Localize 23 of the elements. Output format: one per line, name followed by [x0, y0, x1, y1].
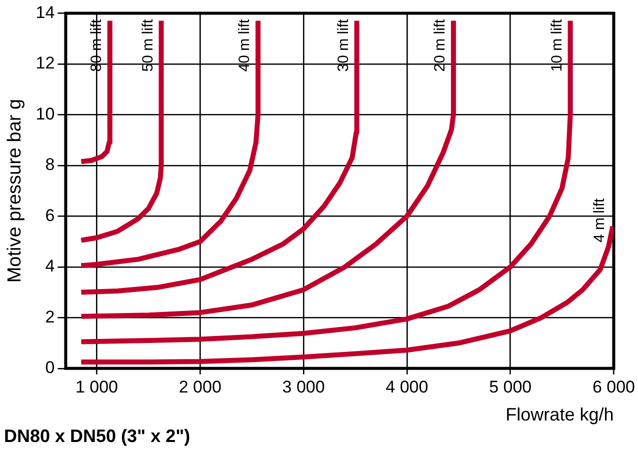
y-tick-label: 2 [45, 307, 55, 326]
y-tick-label: 6 [45, 206, 55, 225]
x-tick-label: 2 000 [178, 377, 222, 396]
x-tick-label: 4 000 [386, 377, 428, 396]
text: DN80 x DN50 (3" x 2") [4, 426, 190, 446]
text: 40 m lift [236, 18, 254, 72]
y-tick-label: 12 [36, 54, 55, 73]
y-tick-label: 8 [45, 155, 55, 174]
y-tick-label: 4 [45, 256, 55, 276]
x-tick-label: 5 000 [489, 377, 532, 396]
y-tick-label: 10 [36, 104, 55, 124]
text: 10 m lift [548, 18, 566, 72]
x-tick-label: 3 000 [282, 377, 325, 396]
x-tick-label: 6 000 [592, 377, 636, 396]
x-axis-title: Flowrate kg/h [506, 404, 614, 425]
x-tick-label: 1 000 [75, 377, 118, 396]
text: 50 m lift [139, 18, 156, 72]
text: 4 m lift [590, 198, 608, 243]
y-axis-title: Motive pressure bar g [4, 98, 26, 283]
text: 20 m lift [432, 18, 449, 72]
y-tick-label: 0 [45, 358, 55, 378]
text: 30 m lift [334, 18, 352, 72]
y-tick-label: 14 [36, 2, 55, 22]
